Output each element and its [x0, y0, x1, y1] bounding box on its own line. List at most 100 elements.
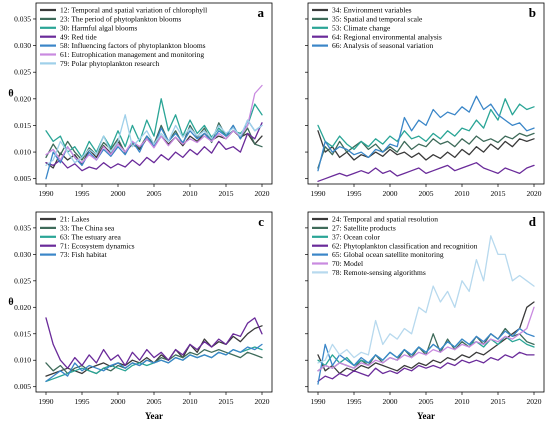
series-line-7 [45, 114, 263, 167]
legend-entry: 66: Analysis of seasonal variation [332, 41, 433, 50]
y-tick-label: 0.025 [14, 68, 31, 77]
legend-entry: 62: Phytoplankton classification and rec… [332, 241, 478, 250]
x-tick-label: 2015 [491, 397, 506, 406]
legend-entry: 21: Lakes [60, 215, 89, 224]
x-tick-label: 2000 [383, 397, 398, 406]
legend-entry: 79: Polar phytoplankton research [60, 59, 160, 68]
x-tick-label: 2015 [219, 397, 234, 406]
legend-entry: 73: Fish habitat [60, 250, 108, 259]
y-tick-label: 0.035 [14, 14, 31, 23]
y-axis-label: θ [8, 297, 13, 308]
x-tick-label: 2005 [419, 397, 434, 406]
legend-entry: 58: Influencing factors of phytoplankton… [60, 41, 206, 50]
x-tick-label: 1995 [347, 397, 362, 406]
y-tick-label: 0.020 [14, 94, 31, 103]
legend-entry: 65: Global ocean satellite monitoring [332, 250, 444, 259]
x-tick-label: 2005 [147, 189, 162, 198]
legend-entry: 63: The estuary area [60, 232, 122, 241]
x-tick-label: 1990 [39, 189, 54, 198]
panel-letter: a [258, 5, 265, 20]
legend-entry: 30: Harmful algal blooms [60, 23, 137, 32]
series-line-1 [45, 325, 263, 377]
x-tick-label: 2010 [183, 189, 198, 198]
y-tick-label: 0.010 [14, 148, 31, 157]
series-line-3 [317, 98, 535, 151]
y-tick-label: 0.005 [14, 174, 31, 183]
series-line-4 [45, 122, 263, 172]
series-line-5 [317, 95, 535, 172]
y-tick-label: 0.035 [14, 223, 31, 232]
panel-letter: d [529, 214, 537, 229]
legend-entry: 53: Climate change [332, 23, 391, 32]
x-tick-label: 2010 [183, 397, 198, 406]
legend-entry: 24: Temporal and spatial resolution [332, 215, 438, 224]
series-line-2 [317, 132, 535, 169]
series-line-4 [317, 351, 535, 383]
x-tick-label: 2005 [419, 189, 434, 198]
x-tick-label: 1995 [75, 189, 90, 198]
y-tick-label: 0.005 [14, 382, 31, 391]
chart-panel-d: 1990 1995 2000 2005 2010 2015 2020 Year d 24: Tem… [305, 211, 545, 421]
x-tick-label: 1990 [39, 397, 54, 406]
x-tick-label: 2020 [255, 189, 270, 198]
series-line-7 [317, 235, 535, 364]
series-line-1 [317, 130, 535, 161]
y-tick-label: 0.015 [14, 329, 31, 338]
legend-entry: 35: Spatial and temporal scale [332, 15, 423, 24]
legend-entry: 27: Satellite products [332, 224, 396, 233]
chart-panel-c: 1990 1995 2000 2005 2010 2015 2020 0.005 0.010 0.… [8, 211, 273, 421]
y-tick-label: 0.020 [14, 303, 31, 312]
series-line-4 [45, 317, 263, 369]
series-line-5 [317, 327, 535, 385]
legend-entry: 78: Remote-sensing algorithms [332, 268, 426, 277]
x-tick-label: 2000 [111, 397, 126, 406]
x-tick-label: 2020 [255, 397, 270, 406]
x-tick-label: 2005 [147, 397, 162, 406]
x-axis-label: Year [417, 411, 435, 421]
y-tick-label: 0.025 [14, 276, 31, 285]
y-axis-label: θ [8, 89, 13, 100]
chart-panel-b: 1990 1995 2000 2005 2010 2015 2020 b 34: Environ… [305, 2, 545, 198]
x-tick-label: 2020 [527, 397, 542, 406]
x-tick-label: 1995 [75, 397, 90, 406]
x-tick-label: 1995 [347, 189, 362, 198]
y-tick-label: 0.030 [14, 250, 31, 259]
series-line-3 [317, 335, 535, 367]
legend-entry: 12: Temporal and spatial variation of ch… [60, 6, 207, 15]
x-tick-label: 1990 [311, 397, 326, 406]
x-tick-label: 2000 [111, 189, 126, 198]
panel-letter: b [529, 5, 536, 20]
x-tick-label: 2010 [455, 397, 470, 406]
x-tick-label: 2000 [383, 189, 398, 198]
x-tick-label: 1990 [311, 189, 326, 198]
legend-entry: 64: Regional environmental analysis [332, 32, 442, 41]
legend-entry: 61: Eutrophication management and monito… [60, 50, 204, 59]
series-line-2 [45, 122, 263, 161]
series-line-4 [317, 162, 535, 182]
x-tick-label: 2015 [219, 189, 234, 198]
legend-entry: 33: The China sea [60, 224, 115, 233]
series-line-5 [45, 343, 263, 383]
x-axis-label: Year [145, 411, 163, 421]
y-tick-label: 0.010 [14, 356, 31, 365]
y-tick-label: 0.015 [14, 121, 31, 130]
legend: 12: Temporal and spatial variation of ch… [40, 6, 207, 68]
y-tick-label: 0.030 [14, 41, 31, 50]
x-tick-label: 2015 [491, 189, 506, 198]
chart-panel-a: 1990 1995 2000 2005 2010 2015 2020 0.005 0.010 0.… [8, 2, 273, 198]
series-line-5 [45, 119, 263, 180]
legend-entry: 23: The period of phytoplankton blooms [60, 15, 181, 24]
x-tick-label: 2010 [455, 189, 470, 198]
legend-entry: 71: Ecosystem dynamics [60, 241, 135, 250]
x-tick-label: 2020 [527, 189, 542, 198]
legend-entry: 34: Environment variables [332, 6, 412, 15]
legend-entry: 49: Red tide [60, 32, 97, 41]
legend-entry: 37: Ocean color [332, 232, 380, 241]
legend-entry: 70: Model [332, 259, 363, 268]
panel-letter: c [258, 214, 264, 229]
series-line-6 [45, 84, 263, 164]
